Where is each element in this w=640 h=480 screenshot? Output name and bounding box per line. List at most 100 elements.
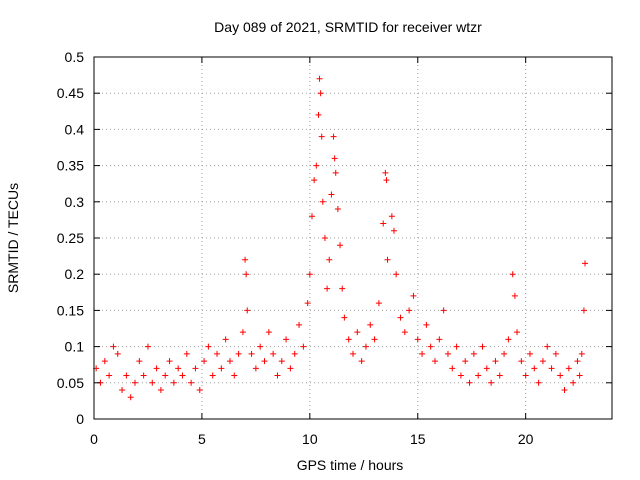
data-point xyxy=(101,358,108,365)
data-point xyxy=(144,343,151,350)
data-point xyxy=(201,358,208,365)
data-point xyxy=(479,343,486,350)
data-point xyxy=(383,177,390,184)
data-point xyxy=(291,350,298,357)
data-point xyxy=(334,206,341,213)
data-point xyxy=(192,365,199,372)
data-point xyxy=(270,350,277,357)
data-point xyxy=(149,379,156,386)
data-point xyxy=(427,343,434,350)
data-point xyxy=(466,379,473,386)
data-point xyxy=(419,350,426,357)
y-tick-label: 0.3 xyxy=(65,194,85,210)
data-point xyxy=(391,227,398,234)
data-point xyxy=(557,372,564,379)
data-point xyxy=(205,343,212,350)
data-point xyxy=(561,387,568,394)
data-point xyxy=(261,358,268,365)
data-point xyxy=(341,314,348,321)
data-point xyxy=(382,169,389,176)
data-point xyxy=(330,133,337,140)
data-point xyxy=(265,329,272,336)
data-point xyxy=(511,292,518,299)
y-tick-label: 0.25 xyxy=(57,230,84,246)
data-point xyxy=(339,285,346,292)
y-tick-label: 0.4 xyxy=(65,121,85,137)
data-point xyxy=(243,271,250,278)
data-point xyxy=(296,321,303,328)
data-point xyxy=(384,256,391,263)
data-point xyxy=(436,336,443,343)
data-point xyxy=(300,343,307,350)
data-point xyxy=(570,379,577,386)
data-point xyxy=(248,350,255,357)
data-point xyxy=(380,220,387,227)
data-point xyxy=(119,387,126,394)
data-point xyxy=(522,372,529,379)
data-points xyxy=(93,75,589,401)
y-tick-label: 0.45 xyxy=(57,85,84,101)
data-point xyxy=(393,271,400,278)
data-point xyxy=(531,365,538,372)
data-point xyxy=(501,350,508,357)
data-point xyxy=(552,350,559,357)
data-point xyxy=(274,372,281,379)
data-point xyxy=(244,307,251,314)
y-tick-label: 0 xyxy=(76,411,84,427)
data-point xyxy=(239,329,246,336)
data-point xyxy=(496,372,503,379)
grid-lines xyxy=(94,57,612,419)
data-point xyxy=(488,379,495,386)
data-point xyxy=(114,350,121,357)
plot-frame xyxy=(93,56,613,420)
data-point xyxy=(326,256,333,263)
data-point xyxy=(231,372,238,379)
data-point xyxy=(170,379,177,386)
y-tick-label: 0.15 xyxy=(57,302,84,318)
data-point xyxy=(304,300,311,307)
data-point xyxy=(432,358,439,365)
data-point xyxy=(492,358,499,365)
data-point xyxy=(110,343,117,350)
data-point xyxy=(453,343,460,350)
data-point xyxy=(226,358,233,365)
data-point xyxy=(252,365,259,372)
data-point xyxy=(449,365,456,372)
data-point xyxy=(106,372,113,379)
data-point xyxy=(580,307,587,314)
data-point xyxy=(423,321,430,328)
data-point xyxy=(283,336,290,343)
data-point xyxy=(316,75,323,82)
data-point xyxy=(544,343,551,350)
data-point xyxy=(166,358,173,365)
data-point xyxy=(132,379,139,386)
data-point xyxy=(331,155,338,162)
data-point xyxy=(242,256,249,263)
data-point xyxy=(318,133,325,140)
data-point xyxy=(444,350,451,357)
data-point xyxy=(315,111,322,118)
data-point xyxy=(332,169,339,176)
data-point xyxy=(136,358,143,365)
data-point xyxy=(576,372,583,379)
data-point xyxy=(179,372,186,379)
data-point xyxy=(313,162,320,169)
data-point xyxy=(278,358,285,365)
data-point xyxy=(388,213,395,220)
x-axis-label: GPS time / hours xyxy=(297,457,404,473)
data-point xyxy=(308,213,315,220)
y-tick-label: 0.35 xyxy=(57,158,84,174)
y-axis-label: SRMTID / TECUs xyxy=(5,183,21,293)
data-point xyxy=(375,300,382,307)
data-point xyxy=(321,235,328,241)
data-point xyxy=(306,271,313,278)
y-tick-label: 0.05 xyxy=(57,375,84,391)
data-point xyxy=(565,365,572,372)
data-point xyxy=(214,350,221,357)
data-point xyxy=(350,350,356,357)
data-point xyxy=(526,350,533,357)
data-point xyxy=(582,260,589,267)
data-point xyxy=(153,365,160,372)
data-point xyxy=(235,350,242,357)
